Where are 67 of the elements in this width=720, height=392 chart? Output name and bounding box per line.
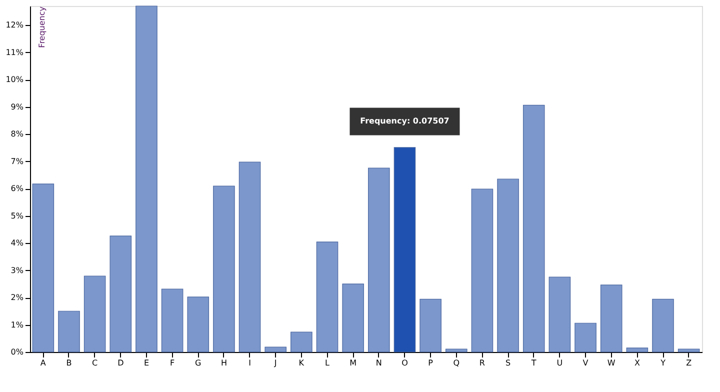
x-tick-label: P (428, 358, 434, 368)
y-tick-label: 8% (10, 130, 24, 139)
bar (187, 296, 210, 352)
x-tick-label: U (556, 358, 563, 368)
x-tick-label: X (634, 358, 640, 368)
x-tick-label: Y (660, 358, 666, 368)
bar (626, 348, 648, 352)
bar (84, 276, 106, 352)
x-tick-label: N (376, 358, 382, 368)
x-tick-label: C (92, 358, 98, 368)
x-tick-label: Z (686, 358, 692, 368)
bar (213, 186, 235, 352)
bar (652, 298, 674, 352)
bar (471, 188, 494, 352)
x-tick-label: V (582, 358, 589, 368)
y-tick-label: 0% (10, 348, 24, 356)
x-tick-label: O (402, 358, 408, 368)
y-tick-label: 10% (6, 75, 24, 84)
y-tick-label: 3% (10, 266, 24, 275)
y-axis-title: Frequency (38, 6, 46, 48)
bar (420, 298, 442, 352)
y-tick-label: 2% (10, 293, 24, 302)
y-tick-label: 11% (6, 48, 24, 57)
x-tick-label: S (506, 358, 511, 368)
bar (136, 6, 158, 352)
y-tick-label: 4% (10, 238, 24, 248)
x-tick-label: I (248, 358, 251, 368)
y-tick-label: 9% (10, 102, 24, 112)
x-tick-label: E (144, 358, 150, 368)
bar (342, 284, 364, 352)
bar (316, 242, 338, 352)
bar (32, 184, 54, 352)
bar (161, 288, 184, 352)
bar (522, 104, 545, 352)
x-tick-label: T (530, 358, 536, 368)
bar (58, 310, 80, 352)
x-tick-label: L (325, 358, 330, 368)
x-tick-label: F (170, 358, 175, 368)
x-tick-label: A (40, 358, 46, 368)
x-tick-label: H (220, 358, 227, 368)
x-tick-label: D (118, 358, 124, 368)
bar (548, 276, 571, 352)
bar (394, 147, 416, 352)
bar (290, 332, 312, 352)
bar (600, 284, 622, 352)
x-tick-label: K (298, 358, 305, 368)
y-tick-label: 12% (6, 20, 24, 30)
x-tick-label: M (350, 358, 357, 368)
bar (238, 162, 261, 352)
bar (446, 348, 468, 352)
x-tick-label: J (273, 358, 277, 368)
x-tick-label: R (479, 358, 486, 368)
y-tick-label: 6% (10, 184, 24, 194)
bar (678, 348, 700, 352)
x-tick-label: B (66, 358, 72, 368)
bar (574, 322, 596, 352)
bar (497, 178, 519, 352)
y-tick-label: 7% (10, 156, 24, 166)
y-tick-label: 5% (10, 211, 24, 220)
bar (264, 346, 286, 352)
x-tick-label: W (607, 358, 616, 368)
y-tick-label: 1% (10, 320, 24, 330)
x-tick-label: G (195, 358, 202, 368)
annotation: Frequency: 0.07507 (360, 116, 450, 126)
bar (368, 168, 390, 352)
bar (110, 236, 132, 352)
x-tick-label: Q (453, 358, 460, 368)
